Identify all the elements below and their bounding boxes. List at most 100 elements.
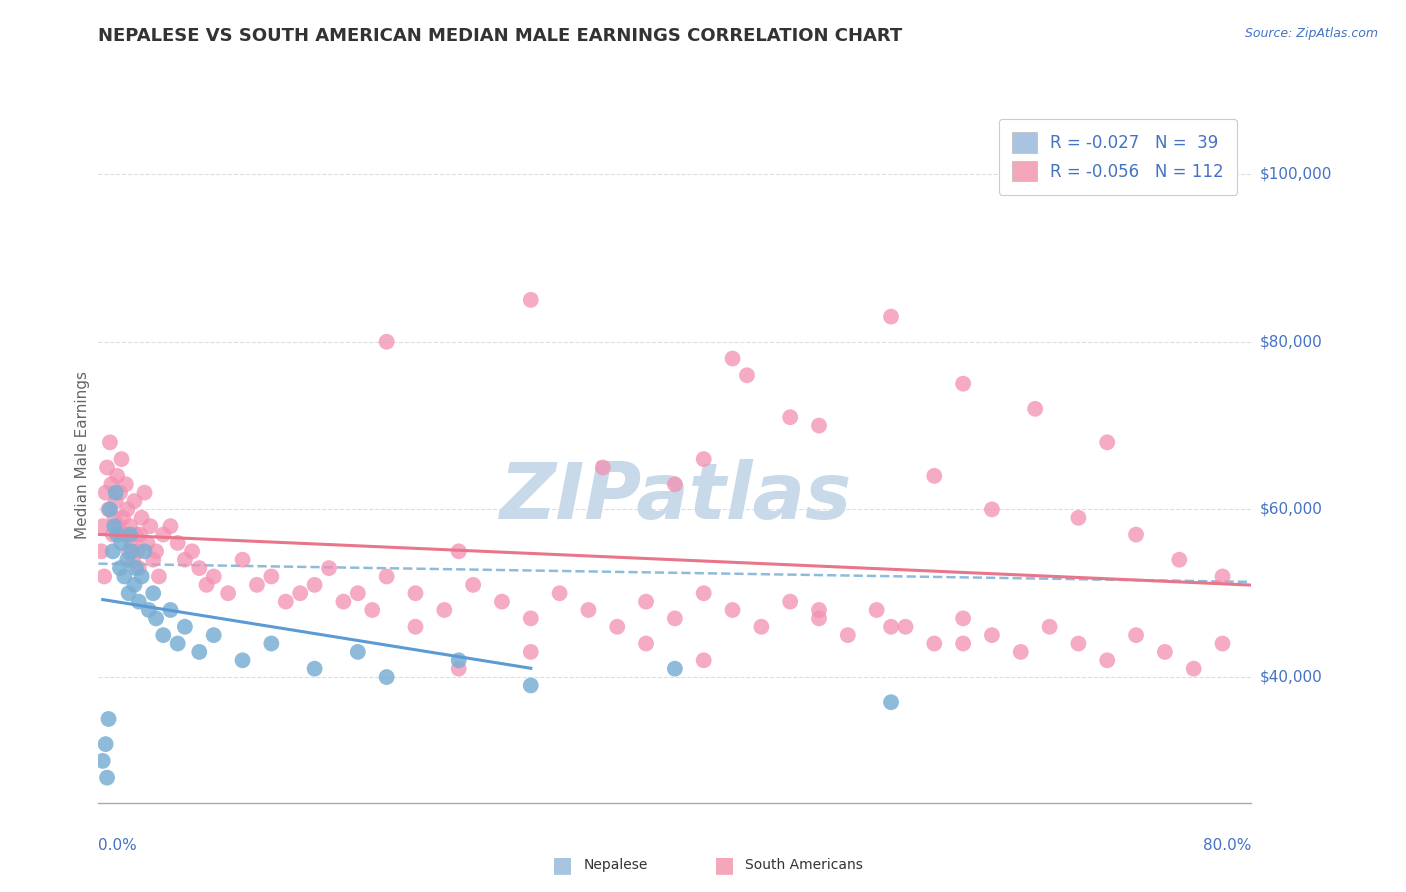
Point	[1125, 527, 1147, 541]
Point	[131, 569, 153, 583]
Point	[807, 418, 830, 433]
Text: 80.0%: 80.0%	[1204, 838, 1251, 854]
Point	[91, 754, 114, 768]
Point	[1125, 628, 1147, 642]
Point	[779, 594, 801, 608]
Point	[346, 586, 368, 600]
Point	[114, 477, 136, 491]
Point	[693, 452, 716, 467]
Point	[105, 468, 128, 483]
Point	[111, 510, 134, 524]
Point	[159, 519, 181, 533]
Point	[152, 527, 174, 541]
Point	[1212, 636, 1234, 650]
Point	[880, 310, 903, 324]
Text: ■: ■	[553, 855, 572, 875]
Point	[405, 586, 427, 600]
Point	[128, 594, 150, 608]
Point	[142, 552, 165, 566]
Point	[1067, 510, 1090, 524]
Point	[181, 544, 204, 558]
Point	[375, 334, 398, 349]
Point	[375, 670, 398, 684]
Text: Nepalese: Nepalese	[583, 858, 648, 872]
Point	[1067, 636, 1090, 650]
Point	[100, 477, 122, 491]
Point	[159, 603, 181, 617]
Text: ZIPatlas: ZIPatlas	[499, 458, 851, 534]
Point	[952, 376, 974, 391]
Point	[104, 494, 127, 508]
Point	[231, 653, 254, 667]
Text: $80,000: $80,000	[1260, 334, 1323, 350]
Point	[93, 569, 115, 583]
Point	[1168, 552, 1191, 566]
Text: $60,000: $60,000	[1260, 502, 1323, 516]
Point	[134, 544, 156, 558]
Point	[98, 435, 121, 450]
Point	[290, 586, 312, 600]
Point	[107, 519, 129, 533]
Point	[105, 527, 128, 541]
Point	[202, 628, 225, 642]
Point	[461, 578, 484, 592]
Point	[636, 636, 658, 650]
Text: South Americans: South Americans	[745, 858, 863, 872]
Point	[174, 620, 197, 634]
Text: 0.0%: 0.0%	[98, 838, 138, 854]
Point	[894, 620, 917, 634]
Point	[94, 485, 117, 500]
Point	[952, 611, 974, 625]
Point	[124, 578, 146, 592]
Point	[120, 519, 142, 533]
Point	[721, 351, 744, 366]
Point	[1010, 645, 1032, 659]
Point	[664, 611, 686, 625]
Point	[121, 544, 143, 558]
Point	[880, 620, 903, 634]
Point	[1097, 435, 1119, 450]
Point	[195, 578, 218, 592]
Point	[202, 569, 225, 583]
Point	[96, 771, 118, 785]
Point	[217, 586, 239, 600]
Text: NEPALESE VS SOUTH AMERICAN MEDIAN MALE EARNINGS CORRELATION CHART: NEPALESE VS SOUTH AMERICAN MEDIAN MALE E…	[98, 27, 903, 45]
Text: $40,000: $40,000	[1260, 670, 1323, 684]
Point	[96, 460, 118, 475]
Point	[260, 636, 283, 650]
Point	[118, 544, 141, 558]
Point	[112, 527, 135, 541]
Text: ■: ■	[714, 855, 734, 875]
Point	[664, 662, 686, 676]
Point	[231, 552, 254, 566]
Point	[981, 628, 1004, 642]
Point	[865, 603, 889, 617]
Point	[924, 468, 946, 483]
Point	[103, 510, 125, 524]
Point	[129, 527, 152, 541]
Text: $100,000: $100,000	[1260, 167, 1331, 182]
Point	[751, 620, 773, 634]
Point	[807, 603, 830, 617]
Point	[361, 603, 384, 617]
Point	[125, 561, 148, 575]
Point	[246, 578, 269, 592]
Point	[693, 653, 716, 667]
Point	[120, 527, 142, 541]
Text: Source: ZipAtlas.com: Source: ZipAtlas.com	[1244, 27, 1378, 40]
Point	[117, 502, 138, 516]
Point	[166, 536, 188, 550]
Point	[721, 603, 744, 617]
Point	[433, 603, 456, 617]
Point	[693, 586, 716, 600]
Point	[91, 519, 114, 533]
Point	[924, 636, 946, 650]
Point	[447, 653, 470, 667]
Point	[122, 552, 145, 566]
Point	[131, 510, 153, 524]
Point	[880, 695, 903, 709]
Point	[576, 603, 599, 617]
Point	[152, 628, 174, 642]
Point	[375, 569, 398, 583]
Point	[779, 410, 801, 425]
